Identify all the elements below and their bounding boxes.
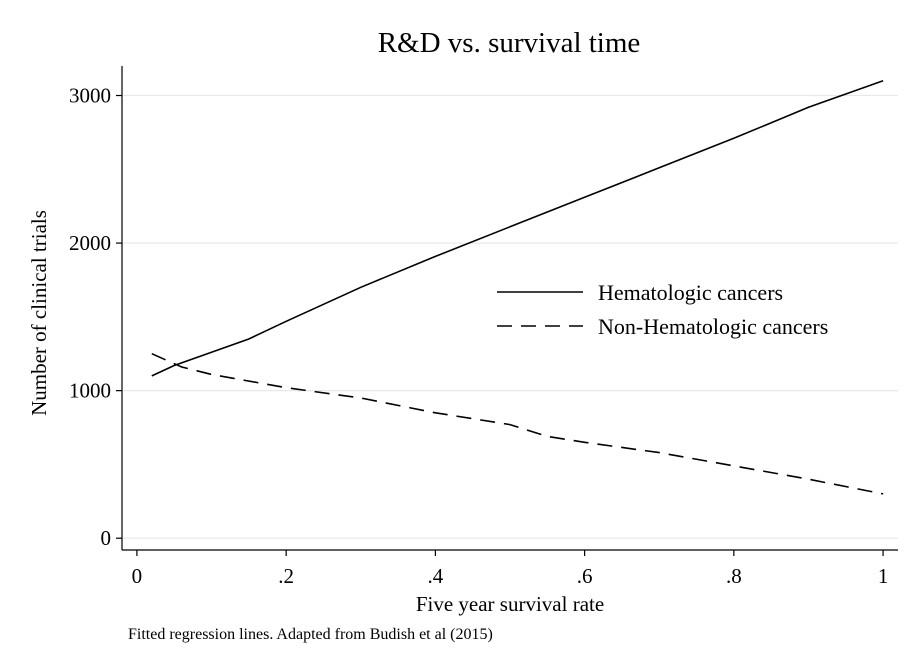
legend-label: Hematologic cancers [598, 280, 783, 305]
x-tick-label: .8 [726, 564, 742, 588]
y-axis-label: Number of clinical trials [27, 210, 51, 416]
y-tick-label: 3000 [69, 84, 111, 108]
x-axis-ticks: 0 .2 .4 .6 .8 1 [132, 550, 889, 588]
y-tick-label: 1000 [69, 379, 111, 403]
x-tick-label: 1 [878, 564, 889, 588]
axes [122, 66, 898, 550]
chart-title: R&D vs. survival time [378, 27, 641, 59]
x-tick-label: .6 [577, 564, 593, 588]
x-axis-label: Five year survival rate [416, 592, 604, 616]
legend-label: Non-Hematologic cancers [598, 314, 828, 339]
y-tick-label: 0 [101, 526, 112, 550]
y-axis-ticks: 0 1000 2000 3000 [69, 84, 122, 551]
x-tick-label: .2 [278, 564, 294, 588]
x-tick-label: 0 [132, 564, 143, 588]
y-tick-label: 2000 [69, 231, 111, 255]
chart-note: Fitted regression lines. Adapted from Bu… [128, 626, 493, 643]
legend: Hematologic cancers Non-Hematologic cance… [497, 280, 828, 339]
series-line-non-hematologic [152, 354, 883, 494]
x-tick-label: .4 [428, 564, 444, 588]
